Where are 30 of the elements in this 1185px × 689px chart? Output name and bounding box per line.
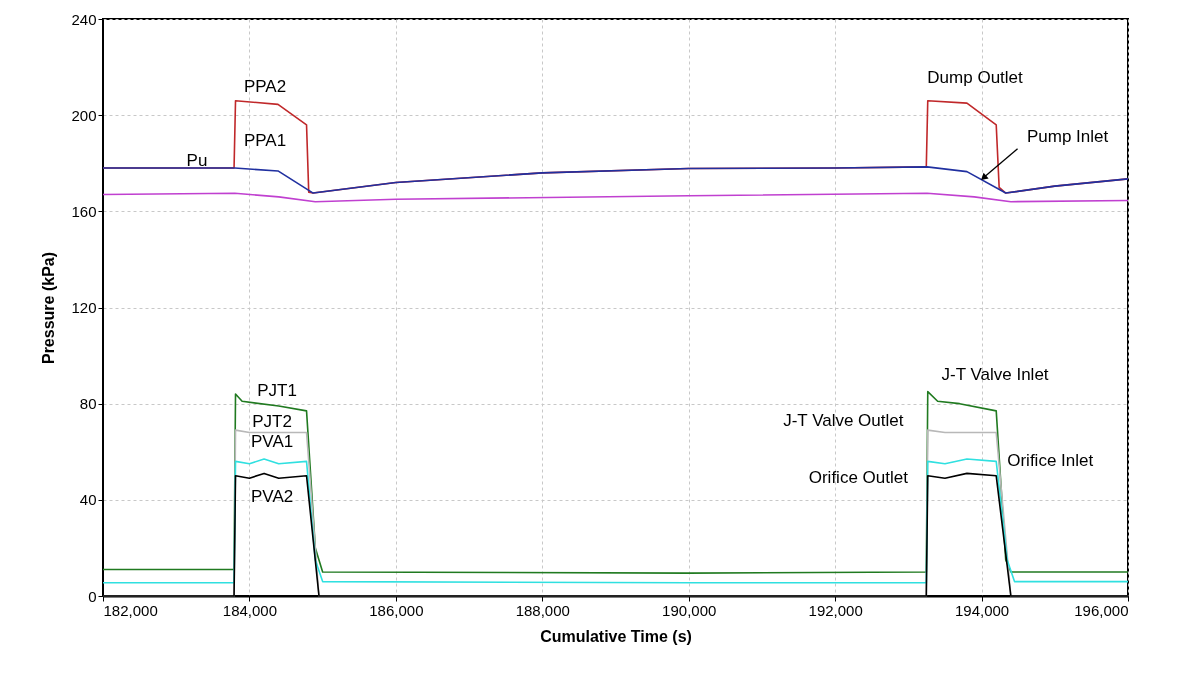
annotation: Orifice Inlet: [1007, 451, 1094, 471]
annotation: PVA2: [251, 487, 294, 507]
x-axis-title: Cumulative Time (s): [540, 627, 692, 645]
y-tick-label: 40: [79, 491, 97, 509]
x-tick-label: 194,000: [954, 601, 1010, 619]
x-tick-label: 190,000: [662, 601, 717, 619]
annotation: Pump Inlet: [1026, 126, 1109, 146]
x-tick-label: 196,000: [1074, 601, 1129, 619]
x-tick-label: 192,000: [808, 601, 863, 619]
annotation: Pu: [186, 150, 208, 170]
annotation: Dump Outlet: [927, 67, 1024, 87]
y-axis-title: Pressure (kPa): [40, 251, 58, 365]
annotation: J-T Valve Outlet: [783, 411, 904, 431]
y-tick-label: 200: [71, 106, 97, 124]
annotation: PPA1: [243, 130, 287, 150]
annotation: PVA1: [251, 431, 294, 451]
x-tick-label: 184,000: [222, 601, 278, 619]
annotation: J-T Valve Inlet: [941, 364, 1049, 384]
annotation: Orifice Outlet: [808, 468, 909, 488]
x-tick-label: 186,000: [369, 601, 424, 619]
y-tick-label: 240: [71, 10, 97, 28]
x-tick-label: 188,000: [515, 601, 570, 619]
y-tick-label: 80: [79, 395, 97, 413]
y-tick-label: 160: [71, 202, 97, 220]
y-tick-label: 0: [88, 587, 97, 605]
annotation: PJT1: [257, 380, 297, 400]
x-tick-label: 182,000: [103, 601, 158, 619]
annotation: PPA2: [243, 77, 287, 97]
y-tick-label: 120: [71, 299, 97, 316]
annotation: PJT2: [252, 411, 292, 431]
